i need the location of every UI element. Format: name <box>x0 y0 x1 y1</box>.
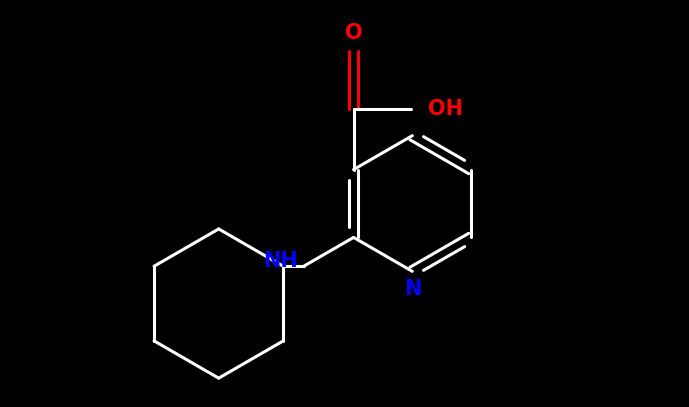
Text: NH: NH <box>263 251 298 271</box>
Text: N: N <box>404 280 421 300</box>
Text: O: O <box>344 23 362 43</box>
Text: OH: OH <box>428 98 463 118</box>
